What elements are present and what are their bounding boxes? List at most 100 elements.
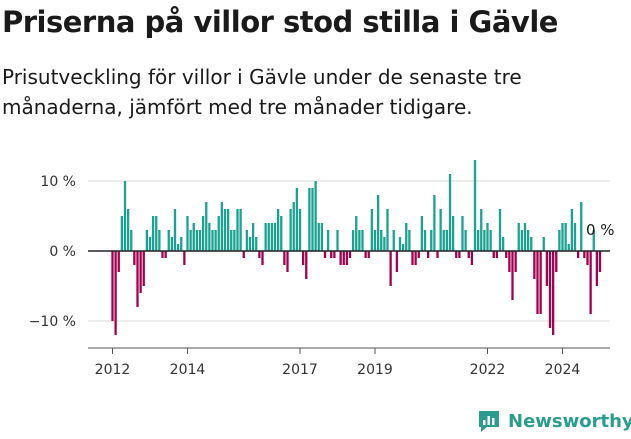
bar: [564, 223, 567, 251]
bar: [492, 251, 495, 258]
bar: [280, 216, 283, 251]
bar: [273, 223, 277, 251]
bar: [589, 251, 592, 314]
bar: [167, 230, 170, 251]
bar: [414, 251, 417, 265]
bar: [595, 251, 599, 286]
bar: [339, 251, 342, 265]
bar: [208, 223, 211, 251]
bar: [111, 251, 114, 321]
bar: [386, 209, 389, 251]
bar: [126, 209, 130, 251]
bar: [420, 216, 424, 251]
bar: [470, 251, 474, 265]
bar: [436, 251, 439, 258]
bar: [323, 251, 327, 258]
chart-subtitle: Prisutveckling för villor i Gävle under …: [2, 65, 522, 119]
bar: [317, 223, 320, 251]
bar: [158, 230, 161, 251]
bar: [170, 237, 174, 251]
gridlines: [88, 180, 610, 322]
bar: [423, 230, 427, 251]
y-tick-label: 0 %: [49, 244, 76, 260]
bar: [148, 237, 152, 251]
bar: [186, 216, 189, 251]
bar: [201, 216, 205, 251]
bar: [486, 223, 489, 251]
bar: [233, 230, 236, 251]
bar: [173, 209, 177, 251]
bar: [298, 209, 302, 251]
bar: [248, 237, 252, 251]
bar: [217, 216, 220, 251]
x-tick-label: 2024: [545, 362, 581, 378]
bar: [123, 181, 127, 251]
bar: [461, 216, 464, 251]
bar: [523, 223, 527, 251]
bar: [505, 251, 508, 258]
bar: [476, 230, 480, 251]
bar: [483, 230, 486, 251]
bar: [517, 223, 520, 251]
bar: [198, 230, 202, 251]
bar: [561, 223, 564, 251]
bar: [142, 251, 145, 286]
bar: [242, 251, 245, 258]
bar: [514, 251, 517, 272]
x-tick-label: 2019: [357, 362, 393, 378]
newsworthy-logo: Newsworthy: [476, 408, 631, 434]
bar: [567, 244, 570, 251]
bar: [592, 230, 595, 251]
bar: [236, 209, 239, 251]
bar: [455, 251, 458, 258]
bar: [330, 251, 333, 258]
bar: [276, 209, 280, 251]
bar: [580, 202, 583, 251]
bar: [180, 237, 183, 251]
bar: [120, 216, 124, 251]
bar: [473, 160, 477, 251]
bar: [464, 230, 467, 251]
bar: [301, 251, 305, 265]
bar: [433, 195, 436, 251]
bar: [176, 244, 180, 251]
bar: [314, 181, 317, 251]
axis-labels: 10 % 0 % −10 % 2012 2014 2017 2019 2022 2024 0 %: [29, 174, 615, 378]
bar: [220, 202, 224, 251]
chart-title: Priserna på villor stod stilla i Gävle: [2, 5, 558, 39]
bar: [283, 251, 286, 265]
bar: [255, 237, 258, 251]
bar: [130, 230, 133, 251]
bar: [570, 209, 574, 251]
bar: [183, 251, 186, 265]
bar: [151, 216, 155, 251]
bar: [286, 251, 289, 272]
bar: [226, 209, 230, 251]
bars: [111, 160, 602, 335]
bar: [264, 223, 267, 251]
bar: [161, 251, 164, 258]
bar: [295, 188, 299, 251]
y-tick-label: −10 %: [29, 314, 76, 330]
bar: [576, 251, 580, 258]
bar: [539, 251, 542, 314]
bar: [164, 251, 167, 258]
bar: [489, 230, 492, 251]
bar: [348, 251, 352, 258]
brand-name: Newsworthy: [508, 410, 631, 432]
bar: [598, 251, 602, 272]
bar: [395, 251, 399, 272]
bar: [511, 251, 514, 300]
bar: [380, 230, 383, 251]
bar: [548, 251, 552, 328]
axes: [88, 250, 610, 354]
bar: [211, 230, 214, 251]
bar: [545, 251, 549, 286]
bar: [458, 251, 461, 258]
bar: [308, 188, 311, 251]
bar: [530, 237, 533, 251]
bar: [333, 251, 336, 258]
bar: [292, 202, 295, 251]
bar: [367, 251, 370, 258]
